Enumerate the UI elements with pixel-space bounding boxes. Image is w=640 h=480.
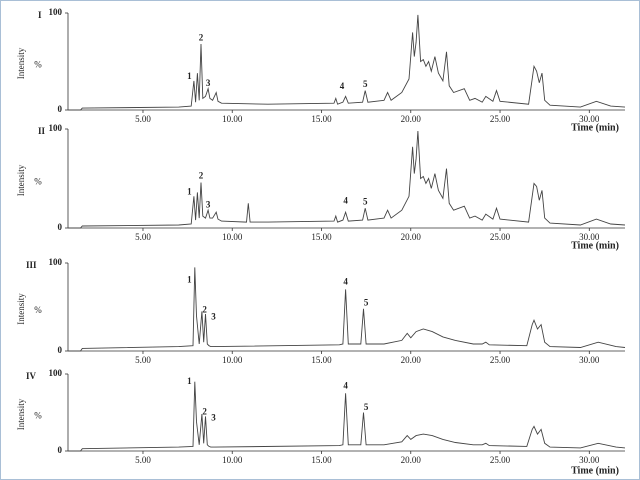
panel-label: II [38,126,46,136]
peak-label: 5 [364,298,369,308]
x-tick-label: 30.00 [579,232,600,242]
x-tick-label: 5.00 [135,114,151,124]
peak-label: 5 [363,79,368,89]
trace [68,14,626,111]
peak-label: 4 [343,380,348,390]
y-tick-label: 100 [49,368,63,378]
y-tick-label: 100 [49,123,63,133]
x-tick-label: 10.00 [222,232,243,242]
trace [68,267,626,352]
peak-label: 3 [206,199,211,209]
panel-label: I [38,10,42,20]
peak-label: 2 [202,407,207,417]
peak-label: 1 [187,71,192,81]
x-axis-label: Time (min) [571,465,619,476]
y-axis-label: Intensity [16,293,26,325]
peak-label: 4 [340,81,345,91]
y-tick-label: 0 [58,222,63,232]
x-tick-label: 15.00 [311,355,332,365]
x-tick-label: 5.00 [135,455,151,465]
peak-label: 2 [202,305,207,315]
x-tick-label: 20.00 [401,114,422,124]
y-unit-label: % [34,411,42,421]
x-tick-label: 15.00 [311,232,332,242]
peak-label: 3 [211,413,216,423]
peak-label: 3 [206,78,211,88]
x-axis-label: Time (min) [571,122,619,133]
x-tick-label: 30.00 [579,455,600,465]
y-tick-label: 0 [58,104,63,114]
y-axis-label: Intensity [16,47,26,79]
y-unit-label: % [34,305,42,315]
y-unit-label: % [34,177,42,187]
x-tick-label: 5.00 [135,232,151,242]
y-tick-label: 100 [49,7,63,17]
y-axis-label: Intensity [16,164,26,196]
trace [68,130,626,229]
x-tick-label: 25.00 [490,355,511,365]
peak-label: 2 [199,171,204,181]
x-tick-label: 10.00 [222,455,243,465]
x-tick-label: 25.00 [490,232,511,242]
peak-label: 1 [187,376,192,386]
y-tick-label: 0 [58,445,63,455]
peak-label: 5 [363,196,368,206]
peak-label: 1 [187,186,192,196]
x-tick-label: 15.00 [311,455,332,465]
panel-label: III [26,260,37,270]
peak-label: 5 [364,402,369,412]
x-tick-label: 25.00 [490,455,511,465]
x-tick-label: 25.00 [490,114,511,124]
x-tick-label: 20.00 [401,355,422,365]
y-tick-label: 100 [49,257,63,267]
peak-label: 4 [343,276,348,286]
x-tick-label: 5.00 [135,355,151,365]
y-axis-label: Intensity [16,398,26,430]
x-axis-label: Time (min) [571,240,619,251]
peak-label: 4 [343,195,348,205]
x-tick-label: 20.00 [401,232,422,242]
peak-label: 3 [211,312,216,322]
y-unit-label: % [34,60,42,70]
x-tick-label: 10.00 [222,114,243,124]
y-tick-label: 0 [58,345,63,355]
x-tick-label: 30.00 [579,355,600,365]
panel-label: IV [26,371,37,381]
peak-label: 2 [199,32,204,42]
x-tick-label: 15.00 [311,114,332,124]
x-tick-label: 10.00 [222,355,243,365]
peak-label: 1 [187,275,192,285]
x-tick-label: 30.00 [579,114,600,124]
x-tick-label: 20.00 [401,455,422,465]
trace [68,381,626,452]
